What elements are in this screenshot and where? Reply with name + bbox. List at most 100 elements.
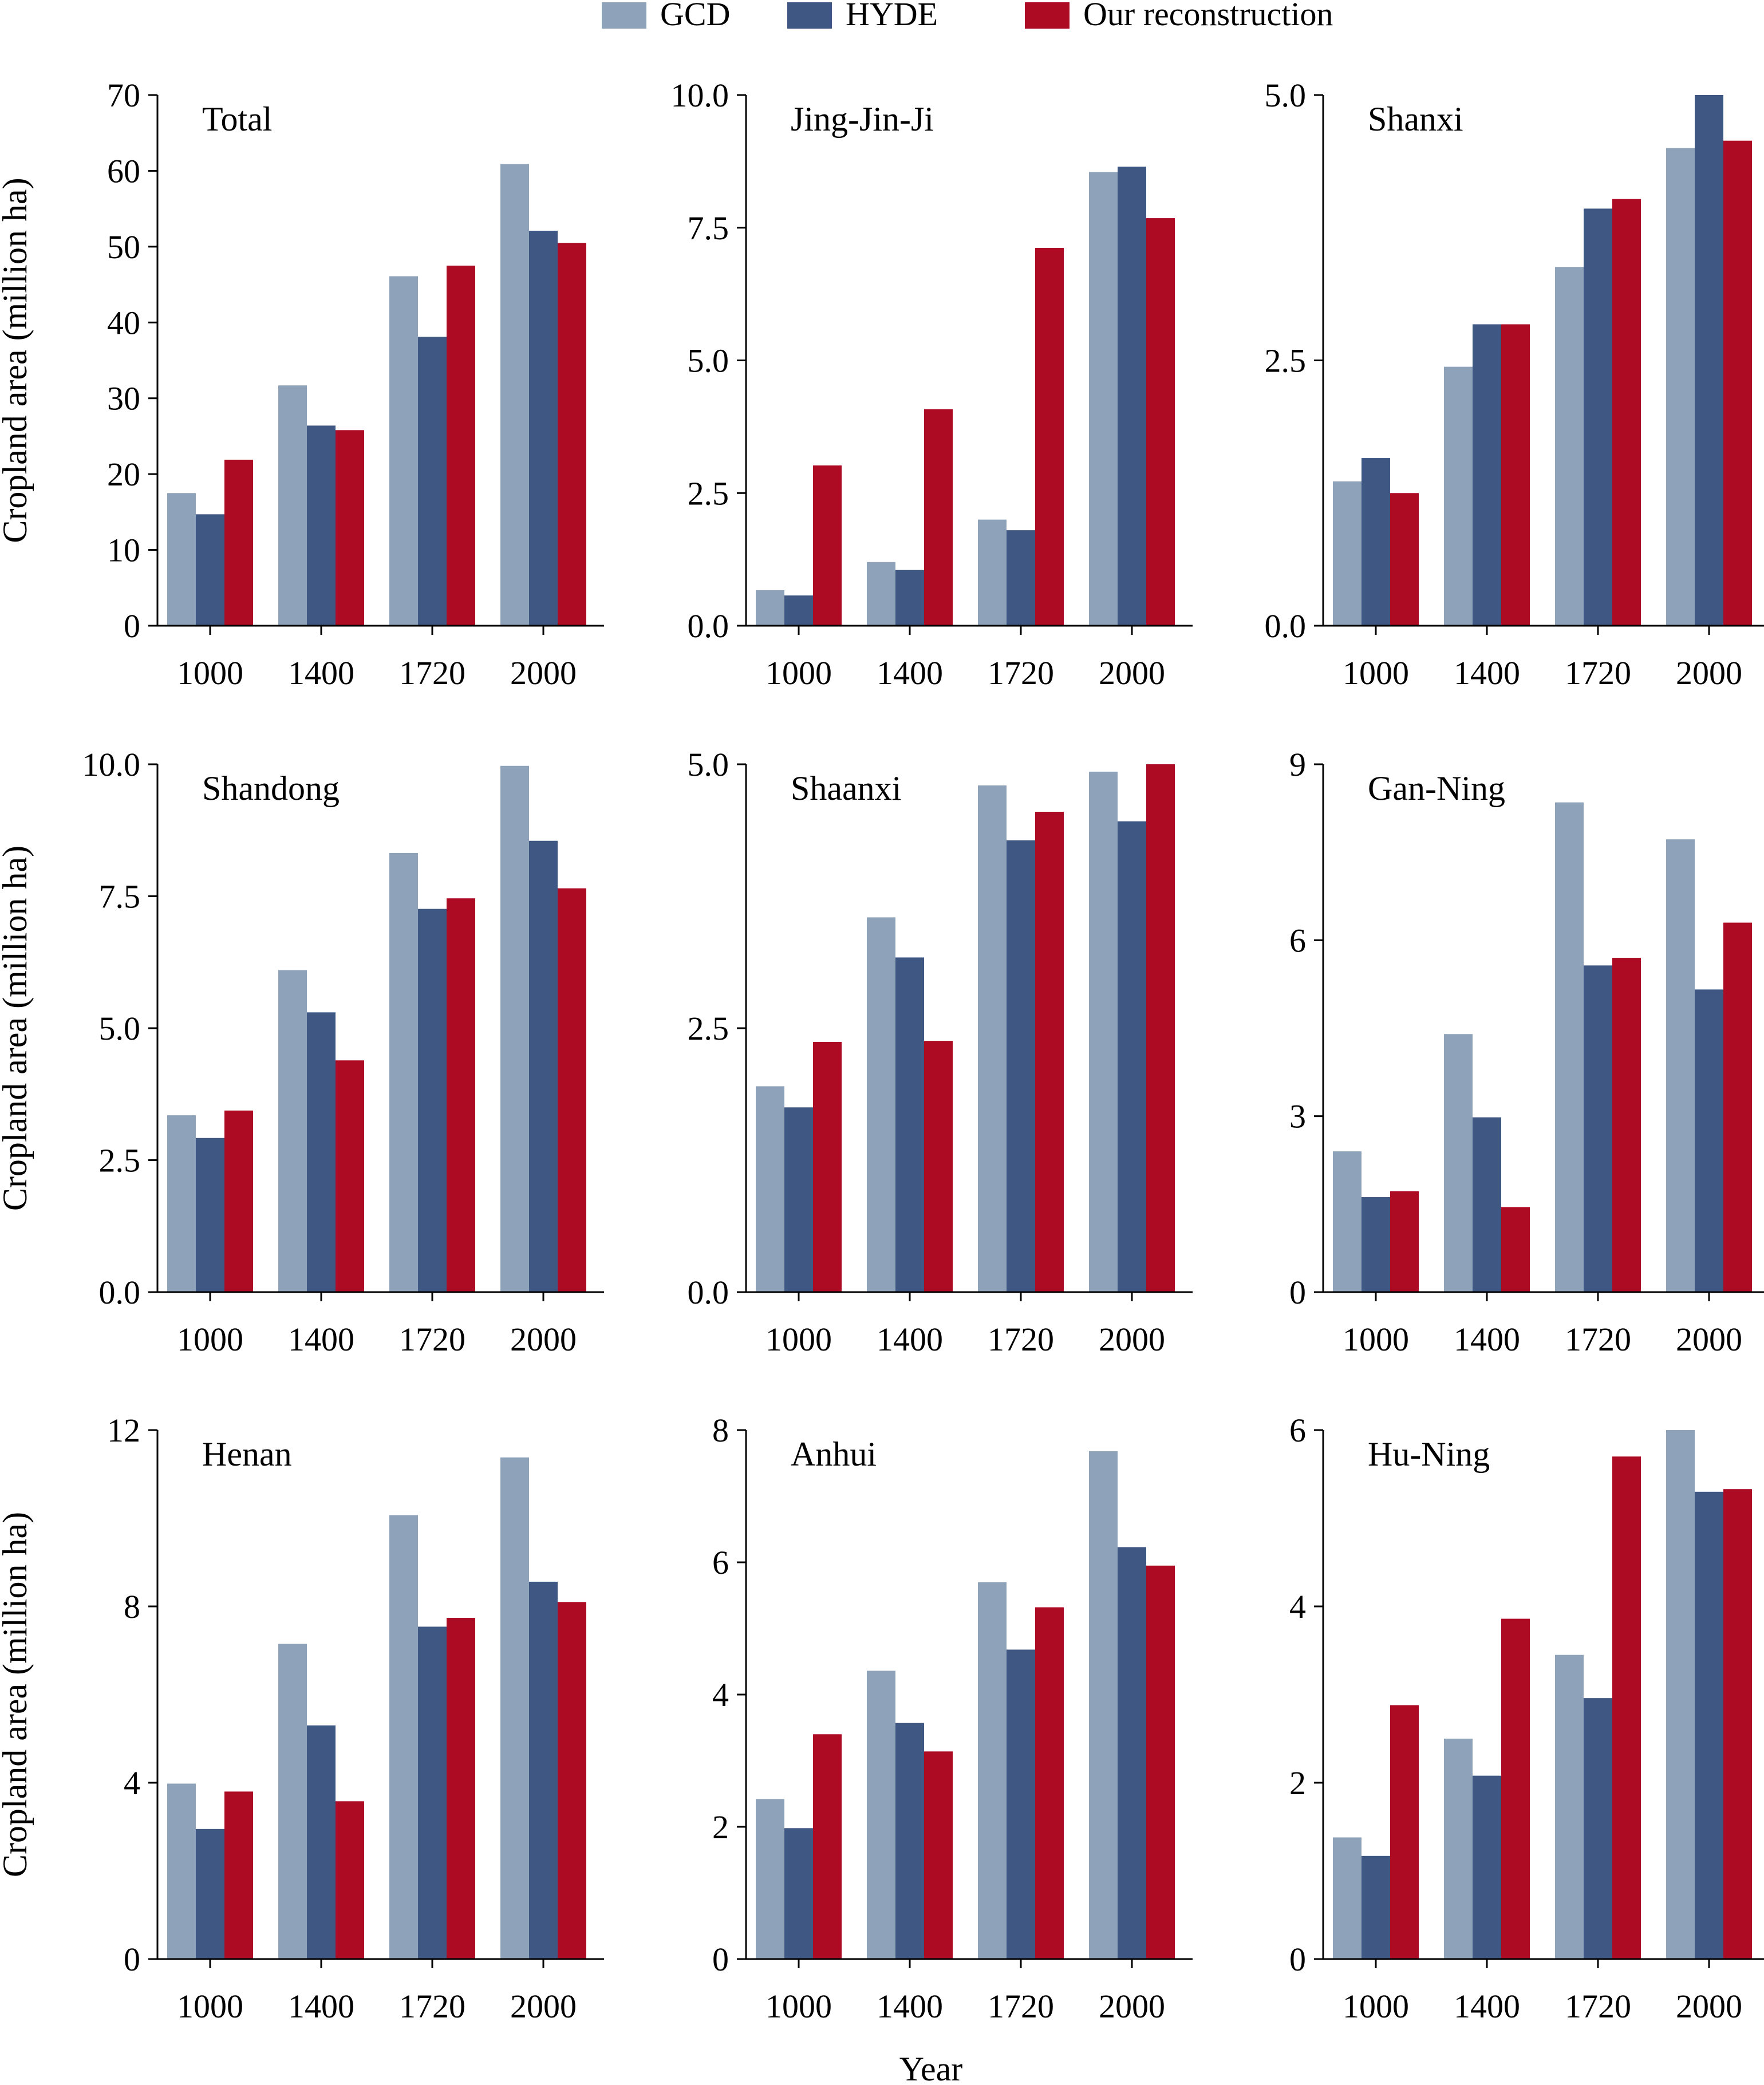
bar-hyde-1720 bbox=[1007, 530, 1035, 626]
x-tick-label: 1400 bbox=[877, 654, 943, 692]
y-tick-label: 40 bbox=[107, 304, 140, 341]
panel-title: Hu-Ning bbox=[1368, 1435, 1490, 1473]
bar-hyde-1400 bbox=[1473, 1117, 1501, 1292]
bar-hyde-2000 bbox=[1118, 1547, 1146, 1959]
bar-gcd-2000 bbox=[1666, 839, 1695, 1292]
y-axis-title: Cropland area (million ha) bbox=[0, 177, 34, 543]
bar-gcd-1000 bbox=[1333, 1151, 1362, 1292]
y-tick-label: 5.0 bbox=[688, 746, 729, 783]
panel-title: Anhui bbox=[791, 1435, 877, 1473]
bar-hyde-1720 bbox=[418, 337, 447, 626]
panel-title: Total bbox=[202, 100, 272, 138]
x-tick-label: 1400 bbox=[877, 1321, 943, 1358]
bar-hyde-1720 bbox=[1584, 1698, 1612, 1959]
x-tick-label: 1400 bbox=[1454, 654, 1520, 692]
legend-label: GCD bbox=[660, 0, 730, 33]
bar-hyde-1720 bbox=[1584, 208, 1612, 626]
x-tick-label: 1400 bbox=[1454, 1321, 1520, 1358]
legend-label: Our reconstruction bbox=[1083, 0, 1333, 33]
x-tick-label: 2000 bbox=[1676, 1321, 1742, 1358]
x-tick-label: 1000 bbox=[765, 1988, 832, 2025]
x-tick-label: 1720 bbox=[988, 1321, 1054, 1358]
x-tick-label: 2000 bbox=[1676, 654, 1742, 692]
bar-our-reconstruction-1720 bbox=[1035, 811, 1064, 1292]
y-tick-label: 0 bbox=[712, 1941, 729, 1978]
y-tick-label: 2.5 bbox=[99, 1142, 141, 1179]
x-tick-label: 2000 bbox=[510, 654, 577, 692]
bar-gcd-1720 bbox=[389, 1515, 418, 1959]
bar-our-reconstruction-1720 bbox=[447, 1618, 475, 1959]
x-tick-label: 2000 bbox=[1099, 654, 1165, 692]
bar-hyde-1400 bbox=[307, 425, 336, 626]
y-tick-label: 3 bbox=[1289, 1098, 1306, 1135]
y-tick-label: 8 bbox=[124, 1588, 140, 1625]
y-tick-label: 2.5 bbox=[1265, 342, 1307, 380]
y-tick-label: 30 bbox=[107, 380, 140, 417]
bar-our-reconstruction-2000 bbox=[558, 243, 586, 626]
y-tick-label: 2 bbox=[712, 1808, 729, 1846]
y-tick-label: 2 bbox=[1289, 1764, 1306, 1802]
x-tick-label: 1720 bbox=[1565, 654, 1631, 692]
bar-our-reconstruction-1720 bbox=[1612, 1456, 1641, 1959]
y-tick-label: 0.0 bbox=[1265, 607, 1307, 645]
panel-total: 0 10 20 30 40 50 60 70 1000 1400 1720 2000 Total bbox=[107, 77, 604, 692]
bar-hyde-1000 bbox=[784, 595, 813, 626]
bar-hyde-2000 bbox=[1695, 95, 1723, 626]
x-tick-label: 1720 bbox=[988, 654, 1054, 692]
bar-our-reconstruction-1400 bbox=[924, 1751, 953, 1959]
y-tick-label: 0 bbox=[1289, 1274, 1306, 1311]
bar-hyde-1000 bbox=[1362, 458, 1390, 626]
bar-hyde-1000 bbox=[196, 514, 224, 626]
bar-gcd-2000 bbox=[500, 765, 529, 1292]
bar-gcd-1000 bbox=[756, 1799, 784, 1959]
x-tick-label: 1000 bbox=[765, 1321, 832, 1358]
bar-our-reconstruction-1000 bbox=[813, 1734, 842, 1959]
bar-our-reconstruction-1400 bbox=[1501, 324, 1530, 626]
bar-our-reconstruction-1720 bbox=[447, 898, 475, 1292]
y-tick-label: 20 bbox=[107, 456, 140, 493]
bar-our-reconstruction-1720 bbox=[1612, 199, 1641, 626]
y-tick-label: 10.0 bbox=[82, 746, 141, 783]
bar-gcd-2000 bbox=[1666, 148, 1695, 626]
y-tick-label: 0 bbox=[1289, 1941, 1306, 1978]
bar-hyde-1400 bbox=[895, 1723, 924, 1959]
bar-gcd-2000 bbox=[1666, 1430, 1695, 1959]
bar-our-reconstruction-1400 bbox=[924, 409, 953, 626]
bar-hyde-2000 bbox=[1695, 989, 1723, 1292]
y-tick-label: 5.0 bbox=[99, 1010, 141, 1047]
panel-anhui: 0 2 4 6 8 1000 1400 1720 2000 Anhui bbox=[712, 1412, 1193, 2025]
y-tick-label: 9 bbox=[1289, 746, 1306, 783]
legend-swatch-our-reconstruction bbox=[1025, 2, 1070, 29]
bar-our-reconstruction-2000 bbox=[558, 1602, 586, 1959]
x-tick-label: 2000 bbox=[510, 1321, 577, 1358]
bar-hyde-1720 bbox=[1584, 965, 1612, 1292]
bar-our-reconstruction-2000 bbox=[1723, 922, 1752, 1292]
bar-our-reconstruction-1720 bbox=[1612, 958, 1641, 1292]
bar-gcd-2000 bbox=[500, 1457, 529, 1959]
bar-our-reconstruction-1000 bbox=[1390, 1705, 1419, 1959]
bar-our-reconstruction-2000 bbox=[1146, 1565, 1175, 1959]
y-tick-label: 2.5 bbox=[688, 475, 729, 512]
bar-gcd-2000 bbox=[1089, 771, 1118, 1292]
bar-hyde-1000 bbox=[1362, 1855, 1390, 1959]
bar-our-reconstruction-1000 bbox=[813, 1041, 842, 1292]
y-tick-label: 8 bbox=[712, 1412, 729, 1449]
bar-our-reconstruction-1720 bbox=[1035, 247, 1064, 626]
legend-item-hyde: HYDE bbox=[787, 0, 938, 33]
legend-label: HYDE bbox=[846, 0, 938, 33]
panel-title: Jing-Jin-Ji bbox=[791, 100, 934, 138]
bar-hyde-1000 bbox=[784, 1107, 813, 1292]
bar-gcd-1000 bbox=[167, 1783, 196, 1959]
bar-our-reconstruction-1000 bbox=[1390, 493, 1419, 626]
bar-our-reconstruction-2000 bbox=[1146, 218, 1175, 626]
x-tick-label: 2000 bbox=[1099, 1988, 1165, 2025]
bar-gcd-1720 bbox=[1555, 802, 1584, 1292]
bar-hyde-1400 bbox=[1473, 1775, 1501, 1959]
axis-titles: Cropland area (million ha) Cropland area … bbox=[0, 177, 962, 2085]
bar-gcd-1400 bbox=[278, 385, 307, 626]
bar-gcd-1720 bbox=[1555, 1654, 1584, 1959]
x-axis-title: Year bbox=[899, 2050, 963, 2085]
y-tick-label: 0.0 bbox=[688, 1274, 729, 1311]
bar-our-reconstruction-1720 bbox=[447, 265, 475, 626]
